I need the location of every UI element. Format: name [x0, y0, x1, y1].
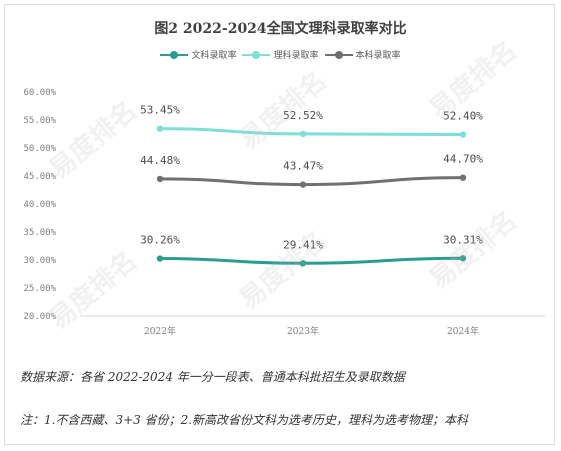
data-point — [459, 174, 467, 181]
legend-swatch-undergrad — [324, 50, 353, 60]
legend-item-undergrad[interactable]: 本科录取率 — [324, 48, 401, 61]
series-line — [158, 256, 465, 265]
data-label: 52.52% — [283, 109, 323, 122]
data-label: 30.26% — [140, 234, 180, 247]
legend-item-science[interactable]: 理科录取率 — [242, 48, 319, 61]
legend-item-arts[interactable]: 文科录取率 — [160, 48, 236, 61]
x-tick-label: 2023年 — [287, 325, 319, 337]
legend-swatch-arts — [160, 50, 189, 60]
data-point — [459, 131, 467, 138]
x-tick-label: 2022年 — [144, 325, 176, 337]
chart-legend: 文科录取率 理科录取率 本科录取率 — [0, 48, 561, 61]
data-label: 53.45% — [140, 104, 180, 117]
data-label: 29.41% — [283, 238, 323, 251]
y-tick-label: 35.00% — [23, 228, 56, 238]
series-line — [158, 127, 465, 137]
legend-label-science: 理科录取率 — [273, 51, 319, 61]
y-tick-label: 30.00% — [23, 256, 56, 266]
data-point — [299, 181, 307, 188]
data-point — [459, 255, 467, 262]
chart-frame — [4, 4, 555, 445]
source-note: 数据来源：各省 2022-2024 年一分一段表、普通本科批招生及录取数据 — [20, 370, 405, 384]
data-point — [156, 255, 164, 262]
y-tick-label: 50.00% — [23, 144, 56, 154]
data-label: 30.31% — [443, 233, 483, 246]
data-label: 43.47% — [283, 160, 323, 173]
data-point — [299, 260, 307, 267]
data-label: 44.48% — [140, 154, 180, 167]
y-tick-label: 60.00% — [23, 88, 56, 98]
y-tick-label: 55.00% — [23, 116, 56, 126]
y-tick-label: 40.00% — [23, 200, 56, 210]
data-point — [299, 130, 307, 138]
legend-label-arts: 文科录取率 — [191, 51, 237, 61]
remark-note: 注：1.不含西藏、3+3 省份；2.新高改省份文科为选考历史，理科为选考物理；本… — [20, 413, 469, 427]
chart-title: 图2 2022-2024全国文理科录取率对比 — [154, 21, 407, 37]
y-tick-label: 45.00% — [23, 172, 56, 182]
legend-label-undergrad: 本科录取率 — [355, 51, 401, 61]
data-label: 44.70% — [443, 153, 483, 166]
data-label: 52.40% — [443, 110, 483, 123]
y-tick-label: 25.00% — [23, 284, 56, 294]
series-line — [158, 176, 465, 187]
legend-swatch-science — [242, 50, 271, 60]
data-point — [156, 175, 164, 183]
data-point — [156, 125, 164, 132]
x-tick-label: 2024年 — [447, 325, 479, 337]
y-tick-label: 20.00% — [23, 312, 56, 322]
